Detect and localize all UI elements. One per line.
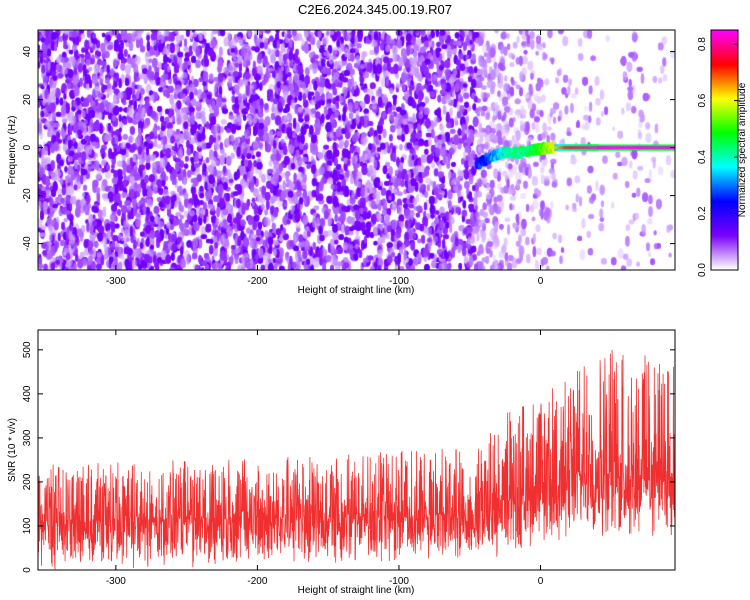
colorbar-tick-label: 0.6 [697, 93, 708, 107]
snr-x-tick-label: -300 [106, 576, 126, 587]
snr-x-tick-label: 0 [538, 576, 544, 587]
snr-x-label: Height of straight line (km) [298, 585, 415, 596]
snr-y-tick-label: 200 [22, 473, 33, 490]
spectrogram-x-tick-label: 0 [538, 276, 544, 287]
spectrogram-y-tick-label: -40 [22, 236, 33, 251]
spectrogram-y-tick-label: 0 [22, 144, 33, 150]
snr-panel: -300 -200 -100 0 0 100 200 300 400 500 Height of… [7, 329, 676, 596]
spectrogram-y-tick-label: 40 [22, 46, 33, 58]
snr-plot-frame [37, 329, 676, 571]
snr-y-label: SNR (10 * v/v) [7, 418, 18, 482]
chart-title: C2E6.2024.345.00.19.R07 [298, 2, 452, 17]
snr-y-tick-label: 300 [22, 429, 33, 446]
colorbar-tick-label: 0.2 [697, 206, 708, 220]
colorbar-gradient [711, 30, 738, 270]
spectrogram-plot-frame [37, 29, 676, 271]
snr-y-ticks: 0 100 200 300 400 500 [22, 341, 675, 573]
colorbar-ticks: 0.0 0.2 0.4 0.6 0.8 [697, 37, 738, 277]
spectrogram-x-tick-label: -300 [106, 276, 126, 287]
colorbar-tick-label: 0.8 [697, 37, 708, 51]
spectrogram-x-tick-label: -100 [389, 276, 409, 287]
spectrogram-y-label: Frequency (Hz) [7, 116, 18, 185]
snr-series-line [37, 349, 676, 570]
spectrogram-y-ticks: -40 -20 0 20 40 [22, 46, 675, 251]
spectrogram-y-tick-label: -20 [22, 188, 33, 203]
snr-y-tick-label: 0 [22, 567, 33, 573]
spectrogram-x-tick-label: -200 [247, 276, 267, 287]
snr-x-tick-label: -100 [389, 576, 409, 587]
spectrogram-heatmap [38, 30, 675, 270]
snr-x-tick-label: -200 [247, 576, 267, 587]
snr-y-tick-label: 100 [22, 517, 33, 534]
colorbar-frame [710, 29, 739, 271]
snr-y-tick-label: 400 [22, 385, 33, 402]
snr-y-tick-label: 500 [22, 341, 33, 358]
colorbar-tick-label: 0.4 [697, 150, 708, 164]
spectrogram-y-tick-label: 20 [22, 94, 33, 106]
colorbar: 0.0 0.2 0.4 0.6 0.8 Normalized spectral ampl… [697, 29, 748, 277]
colorbar-tick-label: 0.0 [697, 263, 708, 277]
spectrogram-x-ticks: -300 -200 -100 0 [106, 30, 544, 287]
snr-x-ticks: -300 -200 -100 0 [106, 330, 544, 587]
spectrogram-x-label: Height of straight line (km) [298, 285, 415, 296]
colorbar-label: Normalized spectral amplitude [737, 82, 748, 217]
snr-trace-group [37, 349, 676, 570]
